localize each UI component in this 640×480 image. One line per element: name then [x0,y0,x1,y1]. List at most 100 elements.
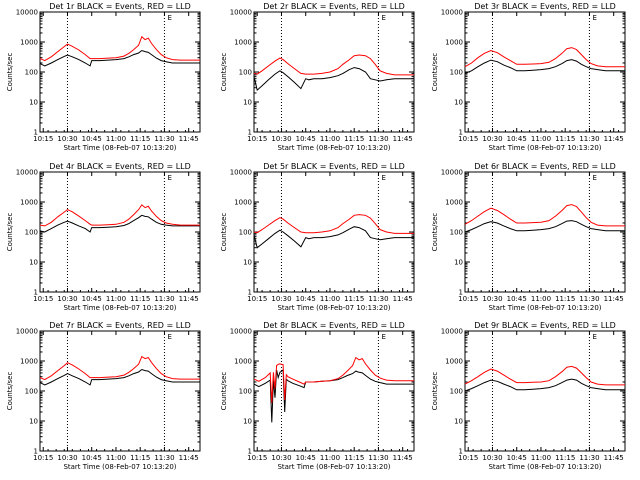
y-tick-label: 10 [243,418,252,426]
lld-series-line [253,356,414,403]
events-series-line [464,378,625,392]
events-series-line [39,368,200,386]
y-tick-label: 10000 [230,9,252,17]
chart-title: Det 2r BLACK = Events, RED = LLD [263,2,405,11]
y-tick-label: 10000 [441,9,463,17]
events-series-line [464,220,625,233]
y-tick-label: 10 [243,259,252,267]
x-tick-label: 10:30 [271,454,291,462]
y-axis-label: Counts/sec [6,372,14,411]
y-tick-label: 1000 [20,358,38,366]
y-tick-label: 1000 [234,358,252,366]
events-series-line [253,67,414,92]
plot-frame [39,330,201,452]
y-tick-label: 10 [454,418,463,426]
x-axis-label: Start Time (08-Feb-07 10:13:20) [63,463,176,471]
y-tick-label: 10000 [441,169,463,177]
plot-frame [464,330,626,452]
y-axis-label: Counts/sec [6,53,14,92]
event-marker-label: E [592,14,596,22]
y-tick-label: 10000 [16,9,38,17]
x-axis-label: Start Time (08-Feb-07 10:13:20) [63,144,176,152]
x-tick-label: 10:15 [247,295,267,303]
lld-series-line [39,35,200,62]
y-tick-label: 1 [248,448,252,456]
event-marker-label: E [167,333,171,341]
chart-panel: Det 6r BLACK = Events, RED = LLD 1 10 100 10… [431,162,626,312]
chart-title: Det 8r BLACK = Events, RED = LLD [263,321,405,330]
chart-title: Det 6r BLACK = Events, RED = LLD [474,162,616,171]
plot-frame [39,11,201,133]
y-tick-label: 100 [25,69,38,77]
y-tick-label: 10 [29,418,38,426]
x-tick-label: 10:30 [57,135,77,143]
y-tick-label: 1000 [234,199,252,207]
y-tick-label: 100 [239,388,252,396]
x-tick-label: 10:15 [458,454,478,462]
chart-title: Det 4r BLACK = Events, RED = LLD [49,162,191,171]
y-tick-label: 10000 [230,328,252,336]
x-tick-label: 11:45 [393,135,413,143]
x-tick-label: 11:30 [368,135,388,143]
x-axis-label: Start Time (08-Feb-07 10:13:20) [488,304,601,312]
x-tick-label: 10:30 [271,135,291,143]
y-tick-label: 1 [34,448,38,456]
x-tick-label: 11:00 [320,295,340,303]
x-tick-label: 10:15 [458,135,478,143]
x-tick-label: 10:15 [247,135,267,143]
chart-panel: Det 3r BLACK = Events, RED = LLD 1 10 100 10… [431,2,626,152]
chart-panel: Det 4r BLACK = Events, RED = LLD 1 10 100 10… [6,162,201,312]
x-tick-label: 11:15 [555,135,575,143]
events-series-line [253,226,414,249]
y-axis-label: Counts/sec [220,372,228,411]
events-series-line [253,369,414,423]
y-tick-label: 100 [450,229,463,237]
x-tick-label: 11:00 [106,295,126,303]
x-tick-label: 11:00 [531,295,551,303]
x-tick-label: 11:00 [320,454,340,462]
x-tick-label: 10:45 [82,454,102,462]
x-tick-label: 11:00 [531,135,551,143]
x-axis-label: Start Time (08-Feb-07 10:13:20) [488,463,601,471]
chart-title: Det 3r BLACK = Events, RED = LLD [474,2,616,11]
x-tick-label: 11:15 [130,454,150,462]
y-tick-label: 1 [248,289,252,297]
y-axis-label: Counts/sec [431,53,439,92]
lld-series-line [464,47,625,68]
y-tick-label: 100 [239,69,252,77]
chart-panel: Det 5r BLACK = Events, RED = LLD 1 10 100 10… [220,162,415,312]
y-tick-label: 1000 [445,199,463,207]
x-tick-label: 10:45 [296,135,316,143]
plot-frame [464,171,626,293]
y-tick-label: 1000 [20,199,38,207]
event-marker-label: E [167,174,171,182]
event-marker-label: E [592,174,596,182]
events-series-line [39,214,200,233]
chart-panel: Det 2r BLACK = Events, RED = LLD 1 10 100 10… [220,2,415,152]
x-tick-label: 11:00 [320,135,340,143]
x-tick-label: 11:00 [106,135,126,143]
x-tick-label: 10:45 [507,295,527,303]
x-tick-label: 11:00 [531,454,551,462]
events-series-line [464,59,625,74]
x-tick-label: 11:15 [130,135,150,143]
events-series-line [39,49,200,67]
x-tick-label: 11:30 [579,454,599,462]
x-tick-label: 11:30 [368,454,388,462]
x-tick-label: 10:30 [482,454,502,462]
y-tick-label: 100 [450,388,463,396]
y-axis-label: Counts/sec [431,213,439,252]
y-tick-label: 10 [29,99,38,107]
y-tick-label: 10 [454,99,463,107]
x-tick-label: 11:00 [106,454,126,462]
y-tick-label: 1 [459,448,463,456]
x-tick-label: 11:30 [154,135,174,143]
y-tick-label: 1000 [234,39,252,47]
x-tick-label: 11:15 [130,295,150,303]
y-tick-label: 10 [454,259,463,267]
plot-frame [253,330,415,452]
x-tick-label: 10:15 [33,135,53,143]
x-tick-label: 10:15 [33,454,53,462]
x-axis-label: Start Time (08-Feb-07 10:13:20) [63,304,176,312]
